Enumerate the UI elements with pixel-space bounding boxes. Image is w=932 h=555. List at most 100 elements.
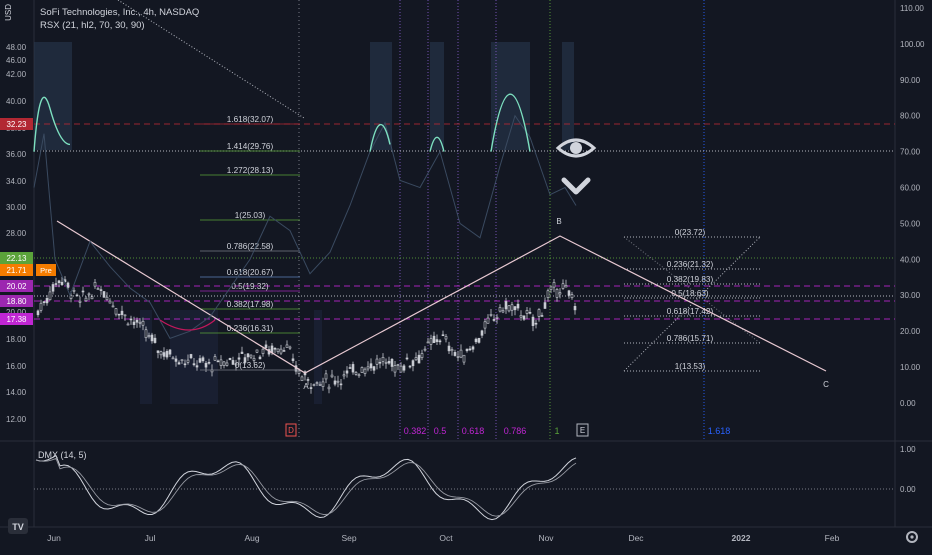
candle-body[interactable] [249,354,253,358]
candle-body[interactable] [447,345,451,352]
candle-body[interactable] [477,337,481,343]
candle-body[interactable] [270,345,274,353]
candle-body[interactable] [486,317,490,324]
candle-body[interactable] [462,354,466,363]
candle-body[interactable] [123,314,127,317]
drawing-layer[interactable]: 1.618(32.07) 1.414(29.76) 1.272(28.13) 1(25… [56,0,829,437]
candle-body[interactable] [195,365,199,368]
settings-gear-icon[interactable] [906,531,918,543]
candle-body[interactable] [204,362,208,368]
rsx-legend[interactable]: RSX (21, hl2, 70, 30, 90) [40,20,145,31]
candle-body[interactable] [468,348,472,351]
candle-body[interactable] [369,363,373,369]
price-badge-3[interactable] [0,280,33,292]
candle-body[interactable] [384,361,388,364]
candle-body[interactable] [525,310,529,314]
candle-body[interactable] [39,302,43,311]
candle-body[interactable] [306,379,310,381]
candle-body[interactable] [408,365,412,368]
candle-body[interactable] [510,304,514,311]
candle-body[interactable] [465,348,469,352]
price-badge-0[interactable] [0,118,33,130]
candle-body[interactable] [45,298,49,304]
candle-body[interactable] [342,374,346,377]
candle-body[interactable] [549,286,553,290]
candle-body[interactable] [279,348,283,354]
candle-body[interactable] [177,362,181,365]
candle-body[interactable] [258,356,262,360]
candle-body[interactable] [261,348,265,354]
candle-body[interactable] [432,335,436,344]
candle-body[interactable] [336,380,340,383]
dmx-pane[interactable] [34,442,895,526]
candle-body[interactable] [243,357,247,363]
candle-body[interactable] [429,338,433,345]
earnings-marker[interactable] [576,423,589,437]
candle-body[interactable] [81,290,85,293]
candle-body[interactable] [381,357,385,362]
candle-body[interactable] [183,363,187,366]
candle-body[interactable] [105,296,109,301]
fib-ret-diagonal[interactable] [623,236,761,372]
candle-body[interactable] [402,365,406,371]
candle-body[interactable] [315,382,319,384]
candle-body[interactable] [222,361,226,366]
candle-body[interactable] [84,297,88,302]
candle-body[interactable] [339,383,343,386]
candle-body[interactable] [114,308,118,315]
candle-body[interactable] [501,310,505,313]
candle-body[interactable] [276,348,280,352]
candle-body[interactable] [234,363,238,366]
candle-body[interactable] [192,363,196,366]
candle-body[interactable] [357,374,361,377]
candle-body[interactable] [174,358,178,362]
candle-body[interactable] [333,380,337,385]
candle-body[interactable] [138,321,142,324]
candle-body[interactable] [513,306,517,311]
candle-body[interactable] [504,301,508,310]
candle-body[interactable] [435,339,439,342]
candle-body[interactable] [309,387,313,389]
candle-body[interactable] [564,285,568,288]
candle-body[interactable] [72,289,76,292]
symbol-title[interactable]: SoFi Technologies, Inc., 4h, NASDAQ [40,7,200,18]
candle-body[interactable] [297,370,301,374]
candle-body[interactable] [36,310,40,316]
candle-body[interactable] [360,367,364,373]
candle-body[interactable] [228,358,232,361]
candle-body[interactable] [399,365,403,373]
candle-body[interactable] [366,366,370,370]
candle-body[interactable] [216,360,220,363]
candle-body[interactable] [237,357,241,360]
candle-body[interactable] [345,370,349,374]
candle-body[interactable] [474,338,478,343]
candle-body[interactable] [555,288,559,298]
abc-wave-line[interactable] [56,220,827,374]
candle-body[interactable] [387,361,391,364]
candle-body[interactable] [48,291,52,301]
candle-body[interactable] [141,320,145,326]
candle-body[interactable] [498,307,502,312]
candle-body[interactable] [450,349,454,352]
candle-body[interactable] [147,335,151,337]
candle-body[interactable] [219,359,223,366]
candle-body[interactable] [489,314,493,316]
candle-body[interactable] [570,294,574,298]
candle-body[interactable] [354,372,358,375]
candle-body[interactable] [120,310,124,315]
price-badge-4[interactable] [0,295,33,307]
candle-body[interactable] [351,364,355,373]
candle-body[interactable] [273,347,277,350]
candle-body[interactable] [456,356,460,358]
candle-body[interactable] [438,340,442,343]
candle-body[interactable] [363,368,367,374]
candle-body[interactable] [393,365,397,373]
candle-body[interactable] [291,358,295,361]
candle-body[interactable] [213,356,217,361]
candle-body[interactable] [180,359,184,362]
candle-body[interactable] [201,357,205,362]
candle-body[interactable] [87,293,91,296]
candle-body[interactable] [372,366,376,371]
